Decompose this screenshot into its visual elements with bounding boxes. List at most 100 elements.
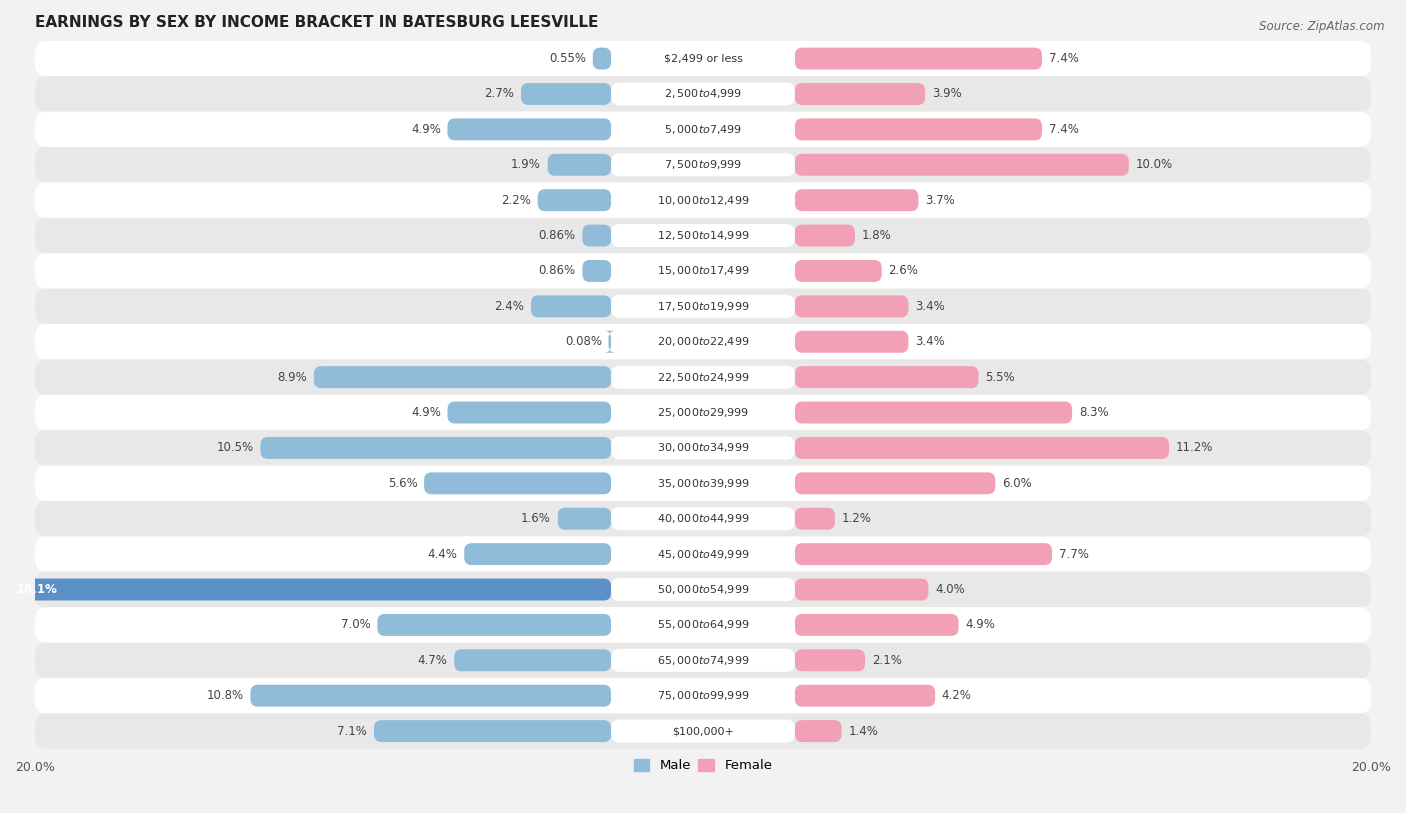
FancyBboxPatch shape bbox=[35, 678, 1371, 714]
Text: $100,000+: $100,000+ bbox=[672, 726, 734, 736]
Text: 10.5%: 10.5% bbox=[217, 441, 253, 454]
FancyBboxPatch shape bbox=[794, 472, 995, 494]
Text: 7.7%: 7.7% bbox=[1059, 548, 1088, 561]
Text: 5.5%: 5.5% bbox=[986, 371, 1015, 384]
FancyBboxPatch shape bbox=[794, 224, 855, 246]
FancyBboxPatch shape bbox=[35, 324, 1371, 359]
FancyBboxPatch shape bbox=[612, 154, 794, 176]
FancyBboxPatch shape bbox=[794, 260, 882, 282]
FancyBboxPatch shape bbox=[464, 543, 612, 565]
Text: $12,500 to $14,999: $12,500 to $14,999 bbox=[657, 229, 749, 242]
FancyBboxPatch shape bbox=[447, 402, 612, 424]
FancyBboxPatch shape bbox=[603, 331, 616, 353]
Text: $50,000 to $54,999: $50,000 to $54,999 bbox=[657, 583, 749, 596]
FancyBboxPatch shape bbox=[35, 466, 1371, 501]
Text: $35,000 to $39,999: $35,000 to $39,999 bbox=[657, 477, 749, 490]
FancyBboxPatch shape bbox=[35, 289, 1371, 324]
Text: 4.0%: 4.0% bbox=[935, 583, 965, 596]
FancyBboxPatch shape bbox=[794, 720, 842, 742]
FancyBboxPatch shape bbox=[454, 650, 612, 672]
Text: $7,500 to $9,999: $7,500 to $9,999 bbox=[664, 159, 742, 172]
FancyBboxPatch shape bbox=[612, 295, 794, 318]
FancyBboxPatch shape bbox=[794, 366, 979, 388]
Text: 3.7%: 3.7% bbox=[925, 193, 955, 207]
Text: 3.4%: 3.4% bbox=[915, 300, 945, 313]
FancyBboxPatch shape bbox=[794, 685, 935, 706]
Text: 10.0%: 10.0% bbox=[1136, 159, 1173, 172]
FancyBboxPatch shape bbox=[593, 48, 612, 70]
Text: $55,000 to $64,999: $55,000 to $64,999 bbox=[657, 619, 749, 632]
FancyBboxPatch shape bbox=[612, 578, 794, 601]
Text: 2.1%: 2.1% bbox=[872, 654, 901, 667]
FancyBboxPatch shape bbox=[582, 260, 612, 282]
FancyBboxPatch shape bbox=[35, 218, 1371, 254]
FancyBboxPatch shape bbox=[794, 614, 959, 636]
FancyBboxPatch shape bbox=[612, 401, 794, 424]
Text: $65,000 to $74,999: $65,000 to $74,999 bbox=[657, 654, 749, 667]
Text: 0.08%: 0.08% bbox=[565, 335, 602, 348]
Text: $22,500 to $24,999: $22,500 to $24,999 bbox=[657, 371, 749, 384]
FancyBboxPatch shape bbox=[35, 76, 1371, 111]
Text: 1.2%: 1.2% bbox=[842, 512, 872, 525]
Text: 4.9%: 4.9% bbox=[411, 123, 441, 136]
FancyBboxPatch shape bbox=[612, 259, 794, 282]
FancyBboxPatch shape bbox=[794, 154, 1129, 176]
FancyBboxPatch shape bbox=[250, 685, 612, 706]
Text: 6.0%: 6.0% bbox=[1002, 477, 1032, 490]
Text: $10,000 to $12,499: $10,000 to $12,499 bbox=[657, 193, 749, 207]
FancyBboxPatch shape bbox=[794, 402, 1073, 424]
Text: 7.4%: 7.4% bbox=[1049, 123, 1078, 136]
FancyBboxPatch shape bbox=[612, 472, 794, 495]
FancyBboxPatch shape bbox=[612, 189, 794, 211]
FancyBboxPatch shape bbox=[548, 154, 612, 176]
FancyBboxPatch shape bbox=[374, 720, 612, 742]
Text: 18.1%: 18.1% bbox=[17, 583, 58, 596]
Text: $17,500 to $19,999: $17,500 to $19,999 bbox=[657, 300, 749, 313]
Text: 0.86%: 0.86% bbox=[538, 229, 575, 242]
Text: 4.7%: 4.7% bbox=[418, 654, 447, 667]
FancyBboxPatch shape bbox=[35, 111, 1371, 147]
FancyBboxPatch shape bbox=[794, 331, 908, 353]
FancyBboxPatch shape bbox=[35, 642, 1371, 678]
FancyBboxPatch shape bbox=[35, 254, 1371, 289]
Text: 0.86%: 0.86% bbox=[538, 264, 575, 277]
Text: $20,000 to $22,499: $20,000 to $22,499 bbox=[657, 335, 749, 348]
Text: Source: ZipAtlas.com: Source: ZipAtlas.com bbox=[1260, 20, 1385, 33]
Text: $75,000 to $99,999: $75,000 to $99,999 bbox=[657, 689, 749, 702]
Text: 0.55%: 0.55% bbox=[550, 52, 586, 65]
FancyBboxPatch shape bbox=[558, 508, 612, 530]
Text: EARNINGS BY SEX BY INCOME BRACKET IN BATESBURG LEESVILLE: EARNINGS BY SEX BY INCOME BRACKET IN BAT… bbox=[35, 15, 599, 30]
Text: 1.6%: 1.6% bbox=[522, 512, 551, 525]
FancyBboxPatch shape bbox=[794, 119, 1042, 141]
FancyBboxPatch shape bbox=[35, 147, 1371, 182]
Text: 7.4%: 7.4% bbox=[1049, 52, 1078, 65]
Text: 1.9%: 1.9% bbox=[512, 159, 541, 172]
FancyBboxPatch shape bbox=[612, 47, 794, 70]
Text: 4.9%: 4.9% bbox=[965, 619, 995, 632]
FancyBboxPatch shape bbox=[794, 579, 928, 601]
Text: 8.3%: 8.3% bbox=[1078, 406, 1108, 419]
FancyBboxPatch shape bbox=[314, 366, 612, 388]
FancyBboxPatch shape bbox=[35, 607, 1371, 642]
Text: 1.4%: 1.4% bbox=[848, 724, 879, 737]
FancyBboxPatch shape bbox=[612, 366, 794, 389]
Text: $40,000 to $44,999: $40,000 to $44,999 bbox=[657, 512, 749, 525]
FancyBboxPatch shape bbox=[582, 224, 612, 246]
FancyBboxPatch shape bbox=[794, 83, 925, 105]
FancyBboxPatch shape bbox=[35, 182, 1371, 218]
Text: 10.8%: 10.8% bbox=[207, 689, 243, 702]
FancyBboxPatch shape bbox=[35, 395, 1371, 430]
Text: 4.2%: 4.2% bbox=[942, 689, 972, 702]
Text: $2,500 to $4,999: $2,500 to $4,999 bbox=[664, 88, 742, 101]
FancyBboxPatch shape bbox=[35, 572, 1371, 607]
FancyBboxPatch shape bbox=[425, 472, 612, 494]
FancyBboxPatch shape bbox=[260, 437, 612, 459]
FancyBboxPatch shape bbox=[794, 650, 865, 672]
Text: 2.7%: 2.7% bbox=[485, 88, 515, 101]
FancyBboxPatch shape bbox=[35, 41, 1371, 76]
Text: 5.6%: 5.6% bbox=[388, 477, 418, 490]
Text: 1.8%: 1.8% bbox=[862, 229, 891, 242]
Text: 2.2%: 2.2% bbox=[501, 193, 531, 207]
Text: 2.6%: 2.6% bbox=[889, 264, 918, 277]
FancyBboxPatch shape bbox=[794, 437, 1168, 459]
